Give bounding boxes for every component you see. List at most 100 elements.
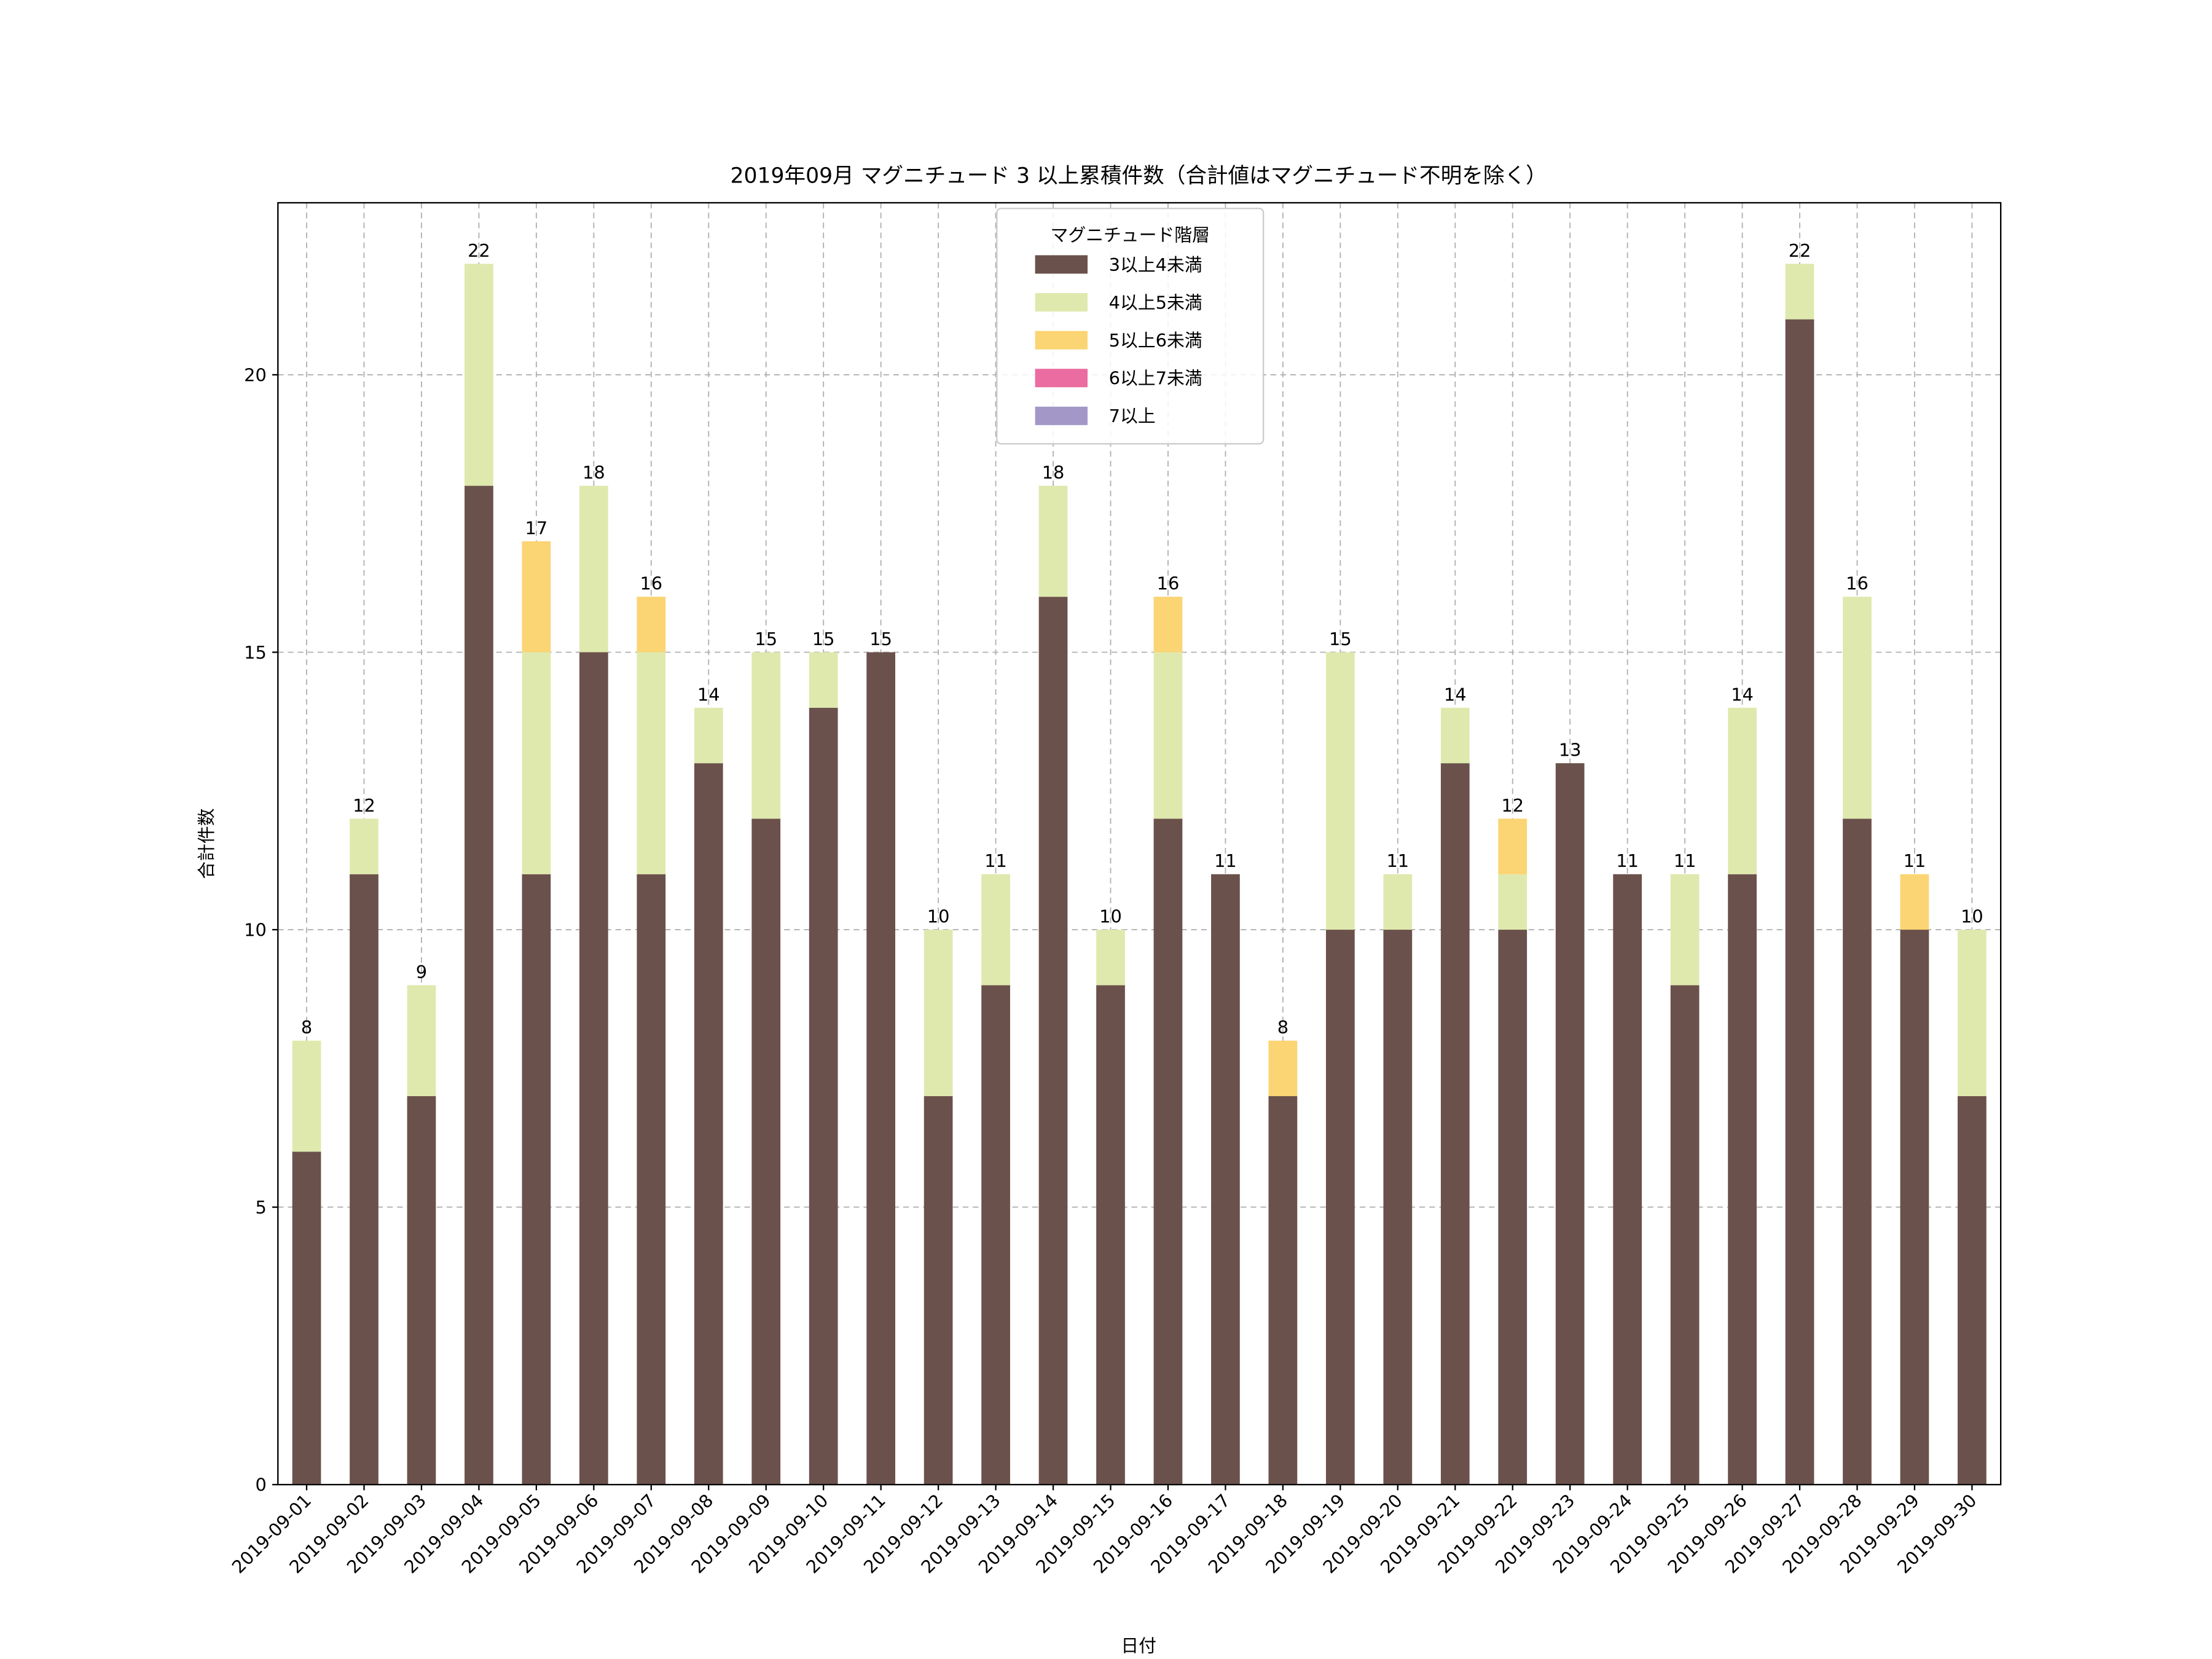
plot-frame — [277, 202, 2002, 1486]
bar-segment-1 — [292, 1151, 321, 1485]
y-axis: 0 5 10 15 20 — [244, 364, 278, 1496]
bar-segment-2 — [1383, 874, 1413, 930]
bar-segment-1 — [1728, 874, 1757, 1485]
total-label: 14 — [1444, 684, 1467, 705]
bar-segment-1 — [751, 818, 781, 1485]
bar-segment-2 — [1958, 930, 1986, 1096]
total-label: 11 — [1386, 850, 1409, 871]
y-tick-label: 20 — [244, 364, 267, 385]
total-label: 14 — [697, 684, 720, 705]
legend-label: 6以上7未満 — [1109, 368, 1202, 389]
legend-swatch — [1035, 406, 1088, 425]
total-label: 11 — [1904, 850, 1926, 871]
x-axis-label: 日付 — [1121, 1635, 1156, 1656]
total-label: 12 — [1501, 795, 1524, 816]
chart-title: 2019年09月 マグニチュード 3 以上累積件数（合計値はマグニチュード不明を… — [730, 164, 1547, 189]
bar-segment-2 — [1843, 597, 1872, 819]
total-label: 10 — [927, 906, 950, 927]
y-axis-label: 合計件数 — [196, 808, 217, 879]
total-label: 16 — [1846, 573, 1869, 594]
bar-segment-1 — [1153, 818, 1183, 1485]
total-label: 9 — [416, 962, 427, 982]
bar-segment-3 — [1498, 818, 1528, 874]
total-label: 18 — [582, 462, 605, 483]
bar-segment-2 — [465, 264, 493, 486]
total-label: 11 — [984, 850, 1007, 871]
bar-segment-1 — [1670, 985, 1700, 1485]
y-tick-label: 0 — [256, 1475, 267, 1496]
total-label: 22 — [1789, 240, 1811, 261]
legend-swatch — [1035, 331, 1088, 350]
bar-segment-2 — [751, 652, 781, 819]
total-label: 11 — [1214, 850, 1237, 871]
total-label: 12 — [353, 795, 375, 816]
bar-segment-1 — [1843, 818, 1872, 1485]
bar-segment-2 — [1038, 485, 1068, 597]
bar-segment-2 — [522, 652, 551, 874]
total-label: 15 — [812, 629, 835, 649]
bars — [292, 264, 1986, 1485]
bar-segment-2 — [1670, 874, 1700, 986]
bar-segment-1 — [1383, 930, 1413, 1485]
y-tick-label: 5 — [256, 1197, 267, 1218]
y-tick-label: 15 — [244, 642, 267, 663]
bar-segment-2 — [924, 930, 953, 1096]
bar-segment-2 — [981, 874, 1010, 986]
total-label: 11 — [1674, 850, 1696, 871]
total-label: 10 — [1099, 906, 1122, 927]
bar-segment-1 — [981, 985, 1010, 1485]
total-label: 15 — [1329, 629, 1352, 649]
legend-label: 4以上5未満 — [1109, 292, 1202, 313]
bar-segment-3 — [1900, 874, 1929, 930]
bar-segment-2 — [1498, 874, 1528, 930]
legend-swatch — [1035, 255, 1088, 274]
legend: マグニチュード階層 3以上4未満 4以上5未満 5以上6未満 6以上7未満 7以上 — [996, 208, 1265, 445]
bar-segment-2 — [809, 652, 838, 708]
bar-segment-1 — [1498, 930, 1528, 1485]
legend-label: 5以上6未満 — [1109, 330, 1202, 351]
bar-segment-2 — [1785, 264, 1814, 320]
total-label: 10 — [1961, 906, 1983, 927]
legend-title: マグニチュード階層 — [1050, 224, 1209, 245]
bar-segment-2 — [1728, 707, 1757, 874]
total-label: 8 — [1277, 1017, 1288, 1038]
total-label: 8 — [301, 1017, 312, 1038]
bar-segment-1 — [809, 707, 838, 1485]
bar-segment-1 — [465, 485, 493, 1485]
total-label: 16 — [640, 573, 662, 594]
bar-segment-1 — [866, 652, 896, 1485]
y-tick-label: 10 — [244, 919, 267, 940]
total-label: 14 — [1731, 684, 1754, 705]
bar-segment-1 — [579, 652, 608, 1485]
bar-segment-1 — [694, 763, 723, 1485]
bar-segment-2 — [407, 985, 436, 1096]
bar-segment-1 — [1613, 874, 1642, 1485]
bar-segment-1 — [350, 874, 378, 1485]
bar-segment-2 — [292, 1040, 321, 1152]
bar-segment-2 — [1440, 707, 1470, 764]
bar-segment-1 — [1038, 597, 1068, 1485]
bar-segment-2 — [579, 485, 608, 653]
bar-segment-1 — [1900, 930, 1929, 1485]
legend-label: 7以上 — [1109, 406, 1156, 426]
legend-swatch — [1035, 369, 1088, 388]
x-axis: 2019-09-012019-09-022019-09-032019-09-04… — [228, 1484, 1981, 1577]
data-labels: 8 12 9 22 17 18 16 14 15 15 15 10 11 18 10 16 11 8 15 11 14 1… — [301, 240, 1983, 1038]
bar-segment-1 — [924, 1096, 953, 1485]
bar-segment-3 — [637, 597, 666, 653]
bar-segment-1 — [1268, 1096, 1298, 1485]
total-label: 13 — [1559, 740, 1582, 761]
bar-segment-2 — [1096, 930, 1125, 986]
legend-swatch — [1035, 293, 1088, 312]
legend-label: 3以上4未満 — [1109, 254, 1202, 275]
bar-segment-3 — [1153, 597, 1183, 653]
bar-segment-1 — [1096, 985, 1125, 1485]
bar-segment-1 — [637, 874, 666, 1485]
bar-segment-1 — [1958, 1096, 1986, 1485]
bar-segment-3 — [522, 541, 551, 653]
total-label: 18 — [1042, 462, 1065, 483]
bar-segment-1 — [1555, 763, 1585, 1485]
bar-segment-2 — [350, 818, 378, 874]
total-label: 16 — [1157, 573, 1180, 594]
